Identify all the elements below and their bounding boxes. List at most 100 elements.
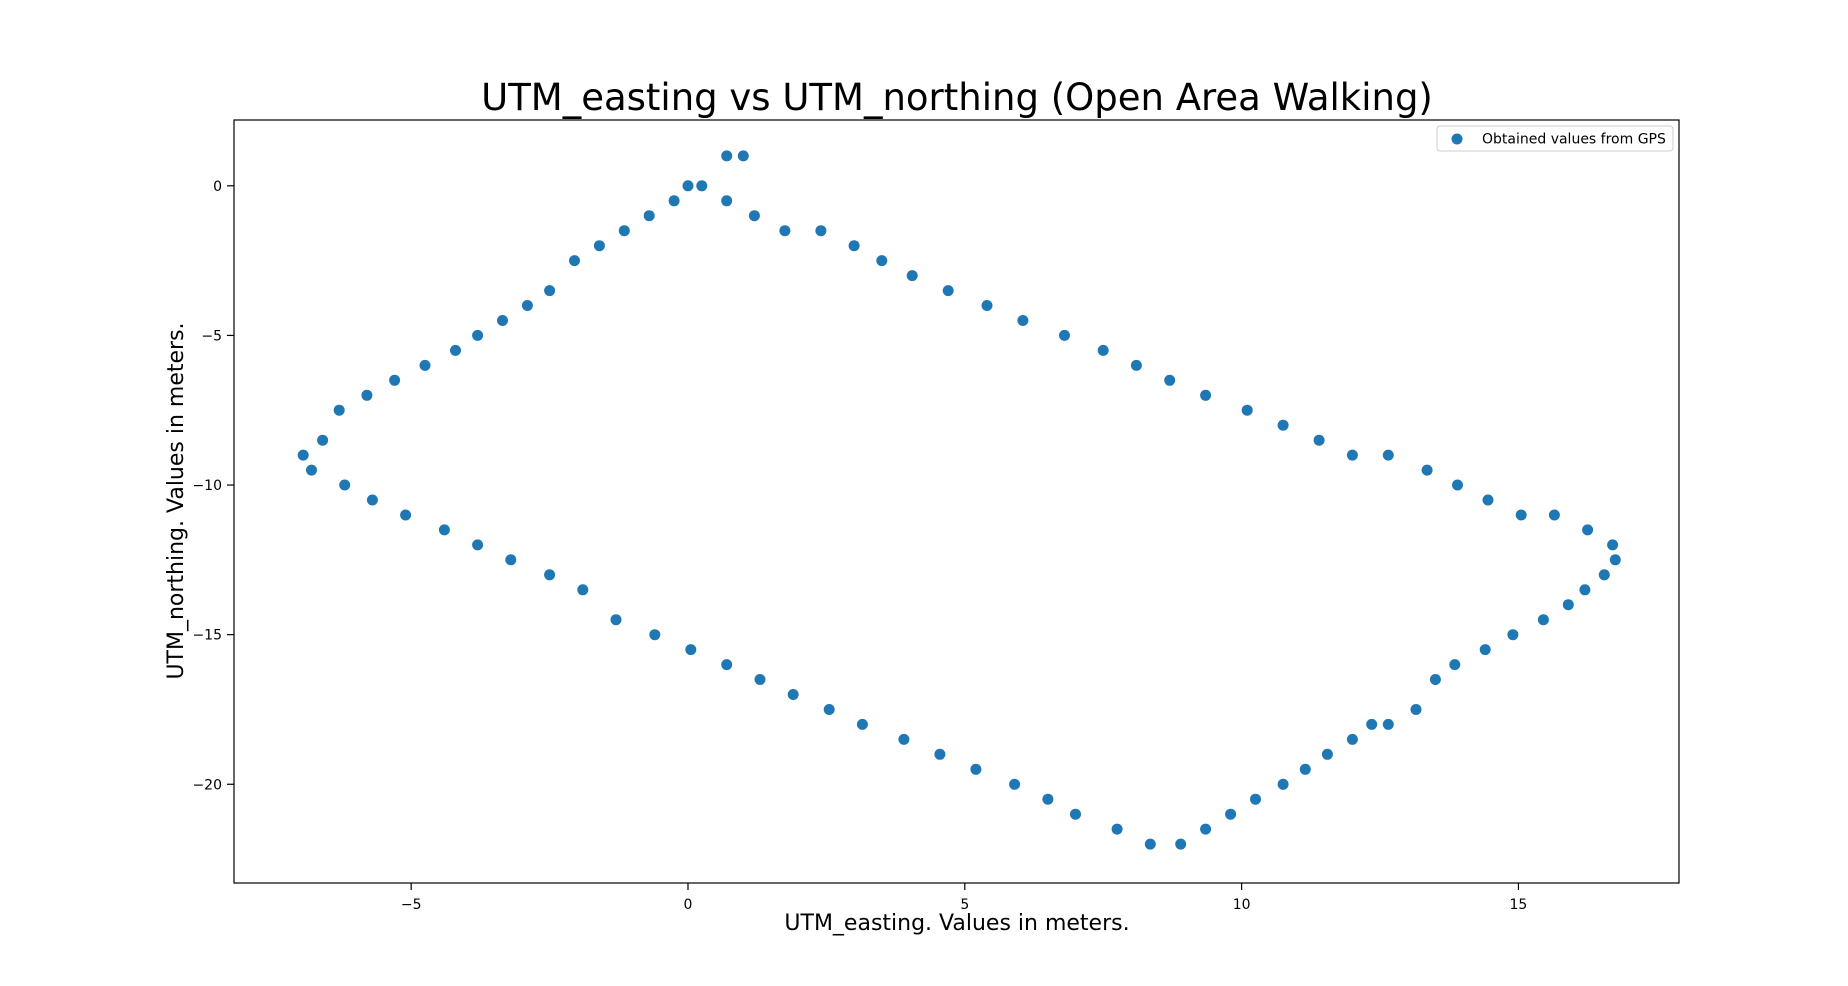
data-point (544, 285, 556, 297)
data-point (906, 270, 918, 282)
plot-area-frame (233, 119, 1680, 884)
x-axis-ticks: −5 0 5 10 15 (401, 883, 1528, 913)
data-point (1299, 763, 1311, 775)
legend-label: Obtained values from GPS (1482, 132, 1666, 148)
data-point (685, 644, 697, 656)
y-tick-label: −5 (201, 328, 222, 344)
data-point (942, 285, 954, 297)
data-point (682, 180, 694, 192)
data-point (366, 494, 378, 506)
data-point (1321, 748, 1333, 760)
data-point (668, 195, 680, 207)
data-point (876, 255, 888, 267)
data-point (472, 329, 484, 341)
data-point (696, 180, 708, 192)
data-point (419, 359, 431, 371)
data-point (1382, 718, 1394, 730)
data-point (848, 240, 860, 252)
data-point (748, 210, 760, 222)
data-point (339, 479, 351, 491)
data-point (361, 389, 373, 401)
data-point (1042, 793, 1054, 805)
x-tick-label: 10 (1233, 897, 1251, 913)
y-tick-label: −20 (192, 777, 222, 793)
legend-frame (1436, 125, 1674, 152)
data-point (1452, 479, 1463, 491)
data-point (1609, 554, 1621, 566)
data-point (1017, 315, 1029, 326)
x-tick-label: 15 (1510, 897, 1528, 913)
data-point (1175, 838, 1187, 850)
data-point (737, 150, 749, 162)
data-points (297, 150, 1621, 850)
data-point (1548, 509, 1560, 521)
data-point (934, 748, 946, 760)
data-point (1250, 793, 1261, 805)
data-point (1241, 404, 1253, 416)
data-point (505, 554, 517, 566)
data-point (450, 344, 461, 356)
data-point (569, 255, 580, 267)
data-point (1382, 449, 1394, 461)
data-point (1607, 539, 1619, 551)
data-point (823, 704, 835, 715)
data-point (1313, 434, 1325, 446)
data-point (1200, 389, 1212, 401)
data-point (1009, 778, 1021, 790)
data-point (815, 225, 827, 237)
data-point (521, 300, 533, 311)
data-point (898, 733, 910, 745)
legend-marker (1451, 133, 1463, 145)
x-axis-label: UTM_easting. Values in meters. (784, 911, 1129, 936)
data-point (754, 674, 766, 685)
y-tick-label: −10 (192, 478, 222, 494)
y-tick-label: −15 (192, 628, 222, 644)
data-point (438, 524, 450, 536)
data-point (1562, 599, 1574, 611)
data-point (1366, 718, 1378, 730)
data-point (649, 629, 661, 641)
data-point (1346, 733, 1358, 745)
data-point (981, 300, 993, 311)
data-point (1482, 494, 1494, 506)
y-axis-label: UTM_northing. Values in meters. (164, 322, 189, 679)
data-point (610, 614, 622, 626)
data-point (1059, 329, 1070, 341)
data-point (1200, 823, 1212, 835)
data-point (472, 539, 484, 551)
data-point (1111, 823, 1123, 835)
data-point (1449, 659, 1461, 671)
data-point (1346, 449, 1358, 461)
data-point (577, 584, 589, 596)
data-point (1421, 464, 1433, 476)
data-point (306, 464, 317, 476)
data-point (1507, 629, 1519, 641)
data-point (333, 404, 345, 416)
data-point (779, 225, 791, 237)
data-point (856, 718, 868, 730)
data-point (1130, 359, 1142, 371)
x-tick-label: −5 (401, 897, 422, 913)
data-point (1515, 509, 1527, 521)
data-point (1097, 344, 1109, 356)
data-point (787, 689, 799, 700)
data-point (400, 509, 412, 521)
data-point (317, 434, 329, 446)
x-tick-label: 5 (960, 897, 969, 913)
data-point (1479, 644, 1491, 656)
data-point (1582, 524, 1594, 536)
data-point (1277, 419, 1289, 431)
data-point (1429, 674, 1441, 685)
y-tick-label: 0 (213, 179, 222, 195)
data-point (1410, 704, 1422, 715)
data-point (1598, 569, 1610, 581)
legend: Obtained values from GPS (1436, 125, 1674, 152)
x-tick-label: 0 (684, 897, 693, 913)
data-point (593, 240, 605, 252)
data-point (618, 225, 630, 237)
data-point (297, 449, 309, 461)
data-point (1070, 808, 1081, 820)
data-point (721, 195, 733, 207)
